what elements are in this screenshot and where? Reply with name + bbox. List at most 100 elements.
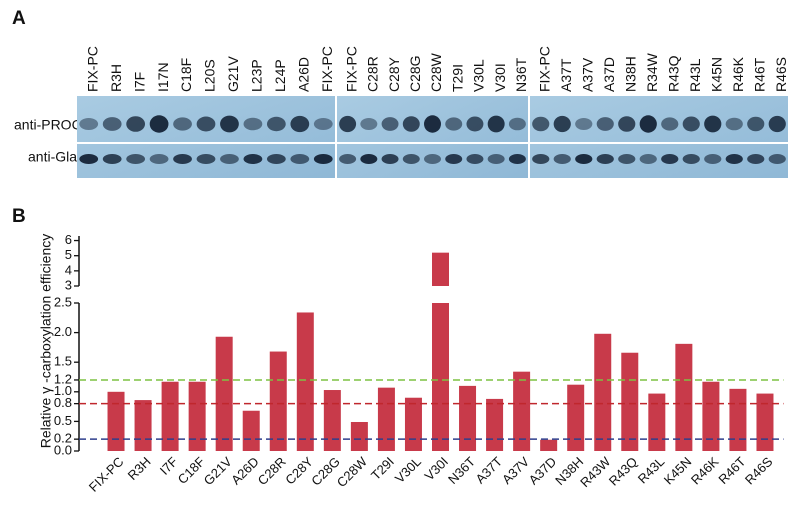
bar [486,398,504,451]
bar [323,390,341,451]
bar [459,385,477,451]
band [424,154,441,164]
y-tick-label: 1.2 [54,371,72,386]
band [243,117,263,131]
band [768,115,786,133]
band [725,154,743,164]
band [360,154,378,164]
band [487,115,505,133]
band [661,154,679,164]
band [220,115,239,133]
band [243,154,263,164]
bar [567,384,585,451]
y-tick-label: 6 [65,232,72,247]
band [747,116,765,132]
lane-label: G21V [225,56,241,92]
x-tick-label: C28R [255,454,289,488]
y-tick-label: 5 [65,247,72,262]
band [102,117,122,131]
bar [513,371,531,451]
lane-label: FIX-PC [536,46,552,92]
band [704,115,722,133]
lane-label: V30I [492,63,508,92]
panel-label: A [12,8,26,29]
band [445,154,463,164]
x-tick-label: R46K [688,454,722,488]
band [575,154,593,164]
x-tick-label: G21V [201,454,235,488]
band [149,154,169,164]
lane-label: N36T [513,57,529,92]
panel-label: B [12,206,26,227]
x-tick-label: C18F [175,454,208,487]
bar [269,351,287,451]
band [290,115,310,133]
lane-label: R34W [644,52,660,92]
band [313,118,333,130]
band [466,154,484,164]
band [725,117,743,131]
lane-label: A26D [296,57,312,92]
band [339,154,357,164]
band [704,154,722,164]
lane-label: T29I [449,64,465,92]
lane-label: K45N [708,57,724,92]
bar [107,391,125,451]
band [313,154,333,164]
bar [134,400,152,451]
band [639,115,657,133]
bar [648,393,666,451]
bar [296,312,314,451]
bar [621,352,639,451]
x-tick-label: R43L [635,454,668,487]
lane-label: I7F [131,72,147,92]
lane-label: FIX-PC [84,46,100,92]
bar [404,397,422,451]
bar [215,336,233,451]
bar [161,381,179,451]
x-tick-label: R43Q [606,454,641,489]
y-axis-title: Relative γ -carboxylation efficiency [38,234,54,449]
band [196,116,216,132]
y-tick-label: 0.8 [54,395,72,410]
band [102,154,122,164]
bar [729,388,747,451]
band [596,154,614,164]
band [487,154,505,164]
band [445,117,463,131]
lane-label: C28G [407,55,423,92]
y-tick-label: 2.5 [54,294,72,309]
band [149,115,169,133]
band [747,154,765,164]
band [381,154,399,164]
lane-label: C28W [428,52,444,92]
bar [242,410,260,451]
bar [594,333,612,451]
band [575,118,593,130]
y-tick-label: 3 [65,277,72,292]
row-label: anti-PROC [14,117,82,133]
band [661,117,679,131]
lane-label: V30L [471,59,487,92]
x-tick-label: FIX-PC [86,454,127,495]
band [126,154,146,164]
lane-label: C28Y [386,56,402,92]
x-tick-label: V30L [392,454,424,486]
x-tick-label: R3H [125,454,154,483]
y-tick-label: 0.2 [54,431,72,446]
band [173,154,192,164]
lane-label: R43L [687,58,703,92]
y-tick-label: 1.0 [54,383,72,398]
band [173,117,192,131]
band [618,116,636,132]
lane-label: R43Q [665,55,681,92]
band [339,115,357,133]
lane-label: C28R [365,56,381,92]
band [220,154,239,164]
lane-label: R3H [108,64,124,92]
lane-label: R46T [751,57,767,92]
x-tick-label: A37V [499,454,532,487]
lane-label: A37T [558,58,574,92]
band [532,154,550,164]
band [266,154,286,164]
